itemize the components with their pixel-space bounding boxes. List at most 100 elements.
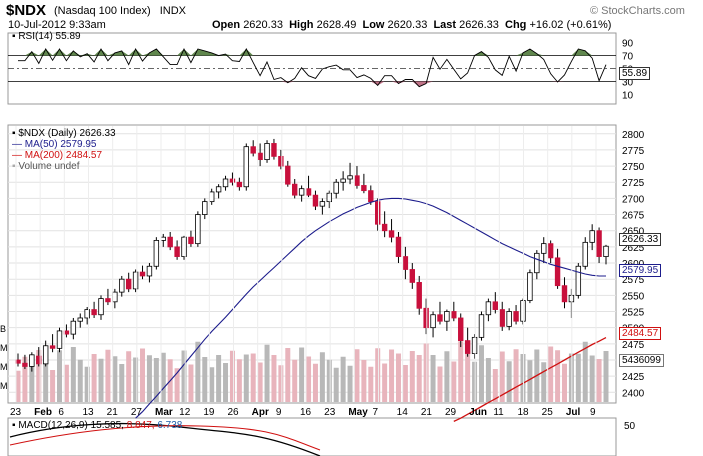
volume-bar (209, 367, 215, 402)
candle-body (98, 298, 104, 316)
volume-bar (603, 351, 609, 402)
volume-bar (319, 352, 325, 402)
candle-body (319, 201, 326, 207)
candle-body (395, 236, 402, 257)
candle-body (125, 278, 132, 290)
volume-bar (458, 341, 464, 402)
x-tick-label: 13 (83, 407, 95, 418)
volume-bar (513, 349, 519, 402)
volume-bar (285, 348, 291, 402)
x-tick-label: 9 (276, 407, 282, 418)
y-tick-label: 2400 (622, 388, 645, 399)
volume-bar (188, 364, 194, 402)
macd-panel (7, 417, 617, 456)
candle-body (208, 191, 215, 203)
candle-body (471, 336, 478, 354)
candle-body (561, 285, 568, 303)
candle-body (430, 314, 436, 329)
volume-bar (243, 354, 249, 402)
candle-body (596, 230, 602, 257)
volume-bar (361, 360, 367, 402)
candle-body (381, 223, 388, 232)
candle-body (527, 272, 533, 301)
candle-body (167, 236, 173, 248)
y-tick-label: 2650 (622, 227, 645, 238)
x-tick-label: 21 (421, 407, 433, 418)
volume-bar (395, 353, 401, 402)
candle-body (347, 175, 353, 180)
candle-body (589, 230, 595, 243)
volume-bar (354, 349, 360, 402)
volume-bar (15, 370, 21, 402)
volume-bar (299, 347, 305, 402)
volume-bar (257, 362, 263, 402)
ma50-box: 2579.95 (619, 264, 662, 277)
price-legend: ▪ $NDX (Daily) 2626.33 — MA(50) 2579.95 … (12, 128, 116, 172)
watermark: © StockCharts.com (590, 5, 685, 17)
volume-bar (340, 356, 346, 402)
volume-bar (520, 354, 526, 402)
rsi-overbought-fill (18, 49, 606, 56)
volume-bar (478, 345, 484, 402)
x-tick-label: 25 (542, 407, 554, 418)
candle-body (547, 243, 554, 259)
candle-body (402, 256, 409, 270)
y-tick-label: 2800 (622, 130, 645, 141)
ohlc-summary: Open 2620.33 High 2628.49 Low 2620.33 La… (212, 19, 612, 31)
rsi-label: ▪ RSI(14) 55.89 (12, 31, 81, 42)
candle-body (77, 317, 83, 322)
volume-bar (250, 353, 256, 402)
x-tick-label: Jul (566, 407, 581, 418)
x-tick-label: May (348, 407, 368, 418)
volume-bar (22, 356, 28, 402)
x-tick-label: 18 (518, 407, 530, 418)
legend-ma200: — MA(200) 2484.57 (12, 150, 103, 161)
volume-bar (36, 350, 42, 402)
candle-body (298, 188, 305, 196)
volume-bar (57, 350, 63, 402)
candle-body (222, 178, 229, 188)
volume-bar (77, 359, 83, 402)
legend-volume: ▪ Volume undef (12, 161, 80, 172)
volume-bar (561, 363, 567, 402)
candle-body (326, 192, 332, 203)
candle-body (84, 309, 90, 319)
volume-bar (375, 348, 381, 402)
candle-body (554, 257, 561, 287)
candle-body (423, 307, 429, 329)
volume-bar (264, 344, 270, 402)
macd-marker-icon: ▪ (12, 420, 16, 431)
candle-body (444, 311, 450, 322)
volume-bar (527, 360, 533, 402)
volume-bar (160, 352, 166, 402)
ma200-line (453, 337, 607, 422)
symbol: $NDX (6, 2, 47, 19)
volume-bar (589, 355, 595, 402)
volume-bar (582, 341, 588, 402)
y-tick-label: 2775 (622, 146, 645, 157)
macd-label: ▪ MACD(12,26,9) 15.585, 8.847, 6.738 (12, 420, 183, 431)
symbol-title: $NDX (6, 2, 46, 19)
volume-bar (382, 363, 388, 402)
volume-bar (416, 355, 422, 402)
volume-bar (485, 358, 491, 402)
volume-bar (202, 357, 208, 402)
candle-body (292, 183, 298, 196)
volume-bar (63, 364, 69, 402)
y-tick-label: 2725 (622, 178, 645, 189)
rsi-tick-label: 10 (622, 91, 634, 102)
volume-bar (465, 354, 471, 402)
candle-body (506, 311, 512, 327)
candle-body (271, 143, 277, 157)
volume-bar (575, 353, 581, 402)
candle-body (146, 265, 153, 277)
last-price-box: 2626.33 (619, 233, 662, 246)
rsi-current-box: 55.89 (619, 67, 651, 80)
volume-bar (216, 355, 222, 402)
candle-body (36, 355, 42, 365)
candle-body (478, 314, 485, 338)
volume-bar (423, 343, 429, 402)
candle-body (541, 243, 547, 254)
candle-body (250, 146, 256, 154)
volume-bar (347, 365, 353, 402)
